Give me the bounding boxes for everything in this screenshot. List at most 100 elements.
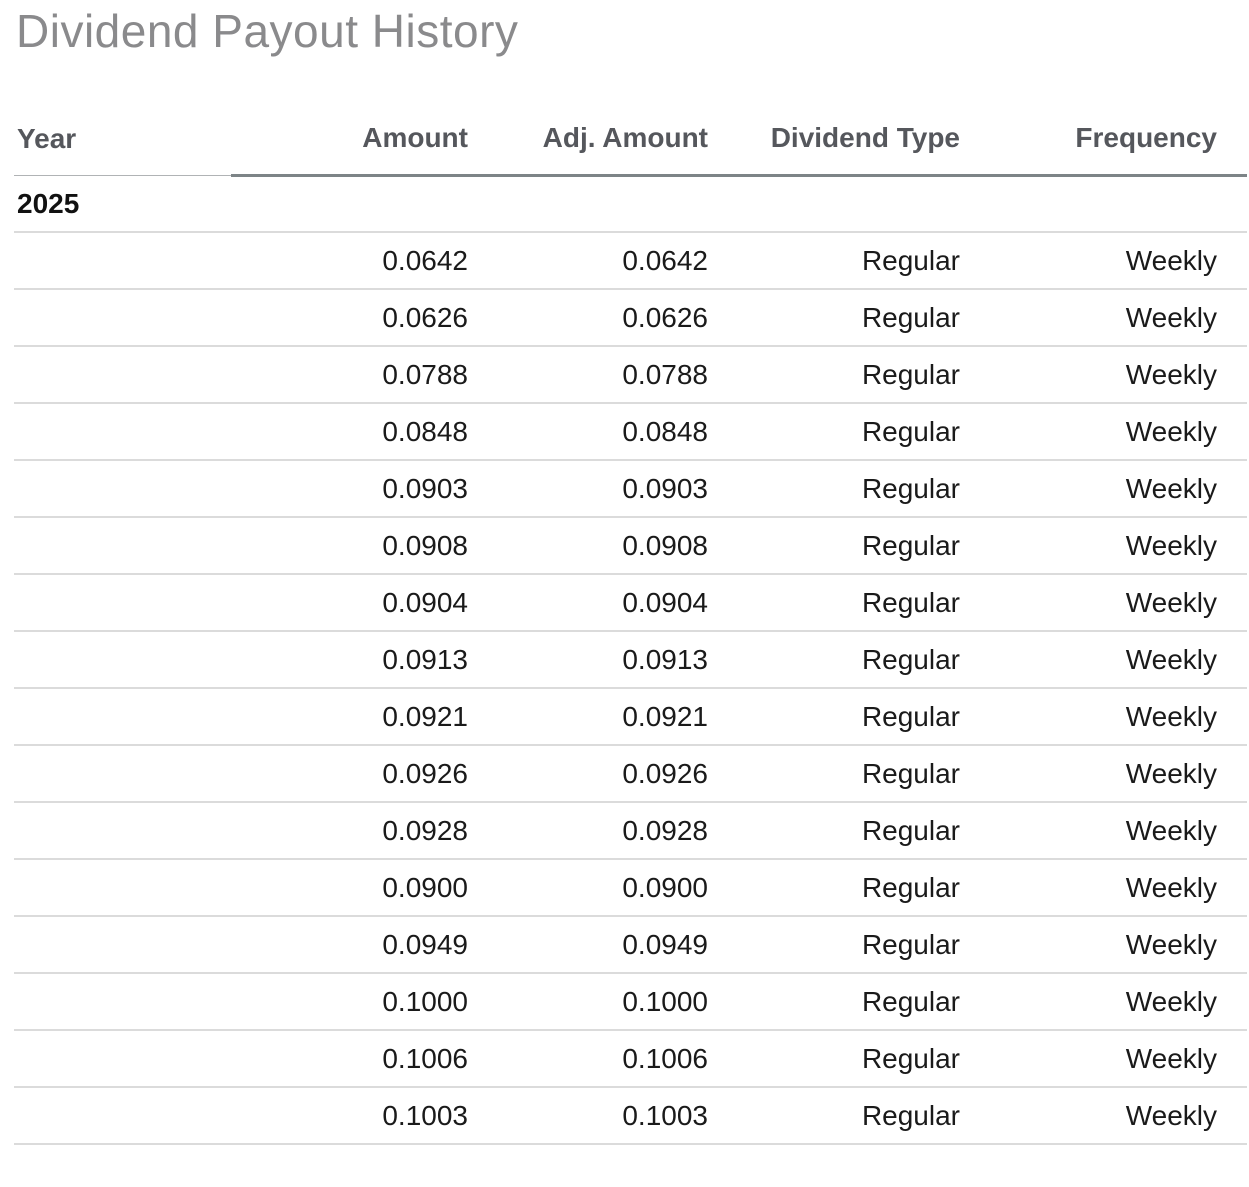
adj-amount-cell: 0.0921: [498, 688, 738, 747]
amount-cell: 0.0921: [231, 688, 498, 747]
frequency-cell: Weekly: [990, 517, 1247, 576]
frequency-cell: Weekly: [990, 289, 1247, 348]
column-header-frequency: Frequency: [990, 57, 1247, 177]
table-row: 0.0928 0.0928 Regular Weekly: [14, 802, 1247, 861]
table-row: 0.0788 0.0788 Regular Weekly: [14, 346, 1247, 405]
dividend-type-cell: Regular: [738, 745, 990, 804]
table-row: 0.0913 0.0913 Regular Weekly: [14, 631, 1247, 690]
column-header-adj-amount: Adj. Amount: [498, 57, 738, 177]
amount-cell: 0.0848: [231, 403, 498, 462]
year-cell: [14, 574, 231, 633]
adj-amount-cell: 0.0949: [498, 916, 738, 975]
table-row: 0.1006 0.1006 Regular Weekly: [14, 1030, 1247, 1089]
table-row: 0.0642 0.0642 Regular Weekly: [14, 232, 1247, 291]
year-cell: [14, 631, 231, 690]
frequency-cell: Weekly: [990, 232, 1247, 291]
frequency-cell: Weekly: [990, 1087, 1247, 1146]
dividend-type-cell: Regular: [738, 346, 990, 405]
year-cell: [14, 517, 231, 576]
amount-cell: 0.0904: [231, 574, 498, 633]
column-header-dividend-type: Dividend Type: [738, 57, 990, 177]
frequency-cell: Weekly: [990, 688, 1247, 747]
frequency-cell: Weekly: [990, 574, 1247, 633]
amount-cell: 0.0642: [231, 232, 498, 291]
year-cell: [14, 1030, 231, 1089]
year-cell: [14, 745, 231, 804]
amount-cell: 0.0903: [231, 460, 498, 519]
dividend-history-table: Year Amount Adj. Amount Dividend Type Fr…: [14, 57, 1247, 1146]
page-title: Dividend Payout History: [16, 5, 519, 57]
adj-amount-cell: 0.0904: [498, 574, 738, 633]
adj-amount-cell: 0.0848: [498, 403, 738, 462]
dividend-type-cell: Regular: [738, 289, 990, 348]
year-cell: [14, 460, 231, 519]
table-row: 0.0908 0.0908 Regular Weekly: [14, 517, 1247, 576]
adj-amount-cell: 0.0928: [498, 802, 738, 861]
dividend-type-cell: Regular: [738, 688, 990, 747]
adj-amount-cell: 0.1003: [498, 1087, 738, 1146]
year-cell: [14, 232, 231, 291]
table-row: 0.0900 0.0900 Regular Weekly: [14, 859, 1247, 918]
adj-amount-cell: 0.0913: [498, 631, 738, 690]
frequency-cell: Weekly: [990, 916, 1247, 975]
amount-cell: 0.0928: [231, 802, 498, 861]
adj-amount-cell: 0.1006: [498, 1030, 738, 1089]
table-row: 0.0848 0.0848 Regular Weekly: [14, 403, 1247, 462]
year-cell: [14, 346, 231, 405]
adj-amount-cell: 0.0908: [498, 517, 738, 576]
amount-cell: 0.0908: [231, 517, 498, 576]
amount-cell: 0.1006: [231, 1030, 498, 1089]
year-cell: [14, 403, 231, 462]
adj-amount-cell: 0.0642: [498, 232, 738, 291]
amount-cell: 0.1000: [231, 973, 498, 1032]
dividend-type-cell: Regular: [738, 802, 990, 861]
adj-amount-cell: 0.0626: [498, 289, 738, 348]
amount-cell: 0.0913: [231, 631, 498, 690]
dividend-type-cell: Regular: [738, 403, 990, 462]
dividend-type-cell: Regular: [738, 1030, 990, 1089]
adj-amount-cell: 0.0926: [498, 745, 738, 804]
table-row: 0.1003 0.1003 Regular Weekly: [14, 1087, 1247, 1146]
dividend-type-cell: Regular: [738, 631, 990, 690]
dividend-type-cell: Regular: [738, 517, 990, 576]
adj-amount-cell: 0.0900: [498, 859, 738, 918]
table-header-row: Year Amount Adj. Amount Dividend Type Fr…: [14, 57, 1247, 177]
dividend-type-cell: Regular: [738, 1087, 990, 1146]
column-header-year: Year: [14, 57, 231, 176]
frequency-cell: Weekly: [990, 745, 1247, 804]
frequency-cell: Weekly: [990, 973, 1247, 1032]
table-row: 0.0949 0.0949 Regular Weekly: [14, 916, 1247, 975]
table-row: 0.1000 0.1000 Regular Weekly: [14, 973, 1247, 1032]
table-row: 0.0921 0.0921 Regular Weekly: [14, 688, 1247, 747]
frequency-cell: Weekly: [990, 460, 1247, 519]
dividend-type-cell: Regular: [738, 460, 990, 519]
year-cell: [14, 859, 231, 918]
table-row: 0.0926 0.0926 Regular Weekly: [14, 745, 1247, 804]
dividend-type-cell: Regular: [738, 916, 990, 975]
dividend-type-cell: Regular: [738, 859, 990, 918]
table-row: 0.0903 0.0903 Regular Weekly: [14, 460, 1247, 519]
year-cell: [14, 688, 231, 747]
year-group-label: 2025: [14, 175, 1247, 234]
year-cell: [14, 802, 231, 861]
dividend-type-cell: Regular: [738, 232, 990, 291]
amount-cell: 0.0900: [231, 859, 498, 918]
table-row: 0.0904 0.0904 Regular Weekly: [14, 574, 1247, 633]
year-cell: [14, 289, 231, 348]
frequency-cell: Weekly: [990, 802, 1247, 861]
amount-cell: 0.1003: [231, 1087, 498, 1146]
frequency-cell: Weekly: [990, 346, 1247, 405]
frequency-cell: Weekly: [990, 403, 1247, 462]
adj-amount-cell: 0.0788: [498, 346, 738, 405]
year-cell: [14, 916, 231, 975]
year-cell: [14, 973, 231, 1032]
year-cell: [14, 1087, 231, 1146]
frequency-cell: Weekly: [990, 859, 1247, 918]
table-row: 0.0626 0.0626 Regular Weekly: [14, 289, 1247, 348]
amount-cell: 0.0926: [231, 745, 498, 804]
adj-amount-cell: 0.0903: [498, 460, 738, 519]
adj-amount-cell: 0.1000: [498, 973, 738, 1032]
year-group-row: 2025: [14, 175, 1247, 234]
dividend-type-cell: Regular: [738, 973, 990, 1032]
amount-cell: 0.0788: [231, 346, 498, 405]
